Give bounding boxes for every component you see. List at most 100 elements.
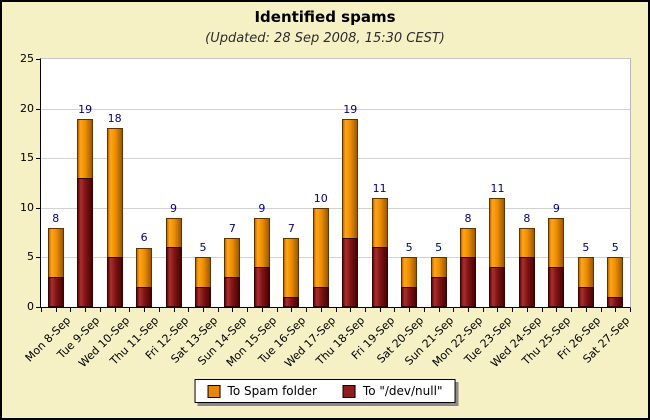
legend-label-spam-folder: To Spam folder [227,384,317,398]
x-axis-tick-11 [202,308,204,312]
x-axis-tick-10 [188,308,190,312]
bar-total-label-15: 11 [490,181,505,195]
x-axis-tick-3 [85,308,87,312]
bar-segment-spam-14 [460,227,477,258]
x-axis-tick-32 [512,308,514,312]
y-axis-tick-0 [36,307,40,308]
bar-segment-devnull-19 [607,297,624,307]
y-axis-label-10: 10 [20,200,34,214]
bar-total-label-0: 8 [52,211,60,225]
bar-total-label-19: 5 [611,241,619,255]
x-axis-tick-5 [114,308,116,312]
x-axis-tick-40 [630,308,631,312]
dev-null-swatch-icon [342,384,356,398]
x-axis-tick-14 [247,308,249,312]
x-axis-tick-19 [320,308,322,312]
y-axis-tick-20 [36,108,40,110]
x-axis-tick-22 [364,308,366,312]
bar-segment-devnull-10 [342,237,359,307]
y-axis-label-0: 0 [27,300,34,313]
x-axis-tick-23 [379,308,381,312]
bar-segment-devnull-6 [224,277,241,307]
y-axis-tick-15 [36,158,40,160]
bar-segment-devnull-2 [106,257,123,307]
bar-segment-spam-6 [224,237,241,278]
bar-segment-spam-10 [342,118,359,238]
bar-segment-devnull-0 [47,277,64,307]
bar-total-label-12: 5 [405,241,413,255]
x-axis-tick-2 [70,308,72,312]
bar-segment-spam-19 [607,257,624,298]
gridline-20 [41,108,630,110]
bar-segment-devnull-9 [312,287,329,307]
bar-segment-spam-11 [371,197,388,248]
y-axis-tick-25 [36,59,40,60]
x-axis-tick-35 [556,308,558,312]
bar-segment-devnull-1 [77,178,94,307]
x-axis-tick-4 [99,308,101,312]
x-axis-tick-18 [306,308,308,312]
x-axis-tick-8 [158,308,160,312]
bar-segment-devnull-14 [460,257,477,307]
bar-total-label-17: 9 [552,201,560,215]
chart-subtitle: (Updated: 28 Sep 2008, 15:30 CEST) [205,31,445,46]
x-axis-tick-27 [438,308,440,312]
x-axis-tick-15 [261,308,263,312]
bar-segment-devnull-5 [194,287,211,307]
bar-segment-spam-12 [401,257,418,288]
x-axis-tick-24 [394,308,396,312]
bar-total-label-13: 5 [435,241,443,255]
bar-segment-devnull-13 [430,277,447,307]
y-axis-label-25: 25 [20,52,34,65]
x-axis-tick-12 [217,308,219,312]
bar-segment-spam-18 [577,257,594,288]
x-axis-tick-25 [409,308,411,312]
x-axis-tick-31 [497,308,499,312]
bar-total-label-14: 8 [464,211,472,225]
bar-total-label-4: 9 [170,201,178,215]
bar-total-label-2: 18 [107,112,122,126]
x-axis-tick-30 [482,308,484,312]
bar-total-label-8: 7 [287,221,295,235]
x-axis-tick-37 [585,308,587,312]
legend-item-dev-null: To "/dev/null" [342,384,443,398]
x-axis-tick-13 [232,308,234,312]
x-axis-tick-7 [144,308,146,312]
bar-total-label-6: 7 [228,221,236,235]
x-axis-tick-9 [173,308,175,312]
bar-segment-spam-16 [518,227,535,258]
gridline-5 [41,257,630,259]
legend-item-spam-folder: To Spam folder [207,384,317,398]
x-axis-tick-29 [468,308,470,312]
y-axis-label-15: 15 [20,151,34,165]
bar-segment-devnull-15 [489,267,506,307]
bar-segment-spam-17 [548,217,565,268]
y-axis-tick-10 [36,207,40,209]
bar-segment-devnull-12 [401,287,418,307]
x-axis-tick-21 [350,308,352,312]
bar-segment-spam-7 [253,217,270,268]
x-axis-tick-0 [41,308,42,312]
legend-box: To Spam folder To "/dev/null" [194,379,456,403]
y-axis-label-20: 20 [20,101,34,115]
legend-label-dev-null: To "/dev/null" [362,384,443,398]
bar-segment-spam-3 [136,247,153,288]
x-axis-tick-34 [541,308,543,312]
bar-total-label-11: 11 [372,181,387,195]
x-axis-tick-38 [600,308,602,312]
plot-area: 8 19 18 6 9 5 7 9 7 10 19 11 5 5 8 11 8 9 5 5 [40,58,631,308]
y-axis-tick-5 [36,257,40,259]
bar-segment-spam-1 [77,118,94,179]
x-axis-tick-20 [335,308,337,312]
bar-segment-devnull-3 [136,287,153,307]
bar-total-label-16: 8 [523,211,531,225]
x-axis-tick-28 [453,308,455,312]
bar-segment-devnull-11 [371,247,388,307]
bar-total-label-5: 5 [199,241,207,255]
spam-folder-swatch-icon [207,384,221,398]
bar-segment-spam-13 [430,257,447,278]
bar-total-label-1: 19 [78,102,93,116]
bar-segment-devnull-18 [577,287,594,307]
bar-total-label-10: 19 [343,102,358,116]
